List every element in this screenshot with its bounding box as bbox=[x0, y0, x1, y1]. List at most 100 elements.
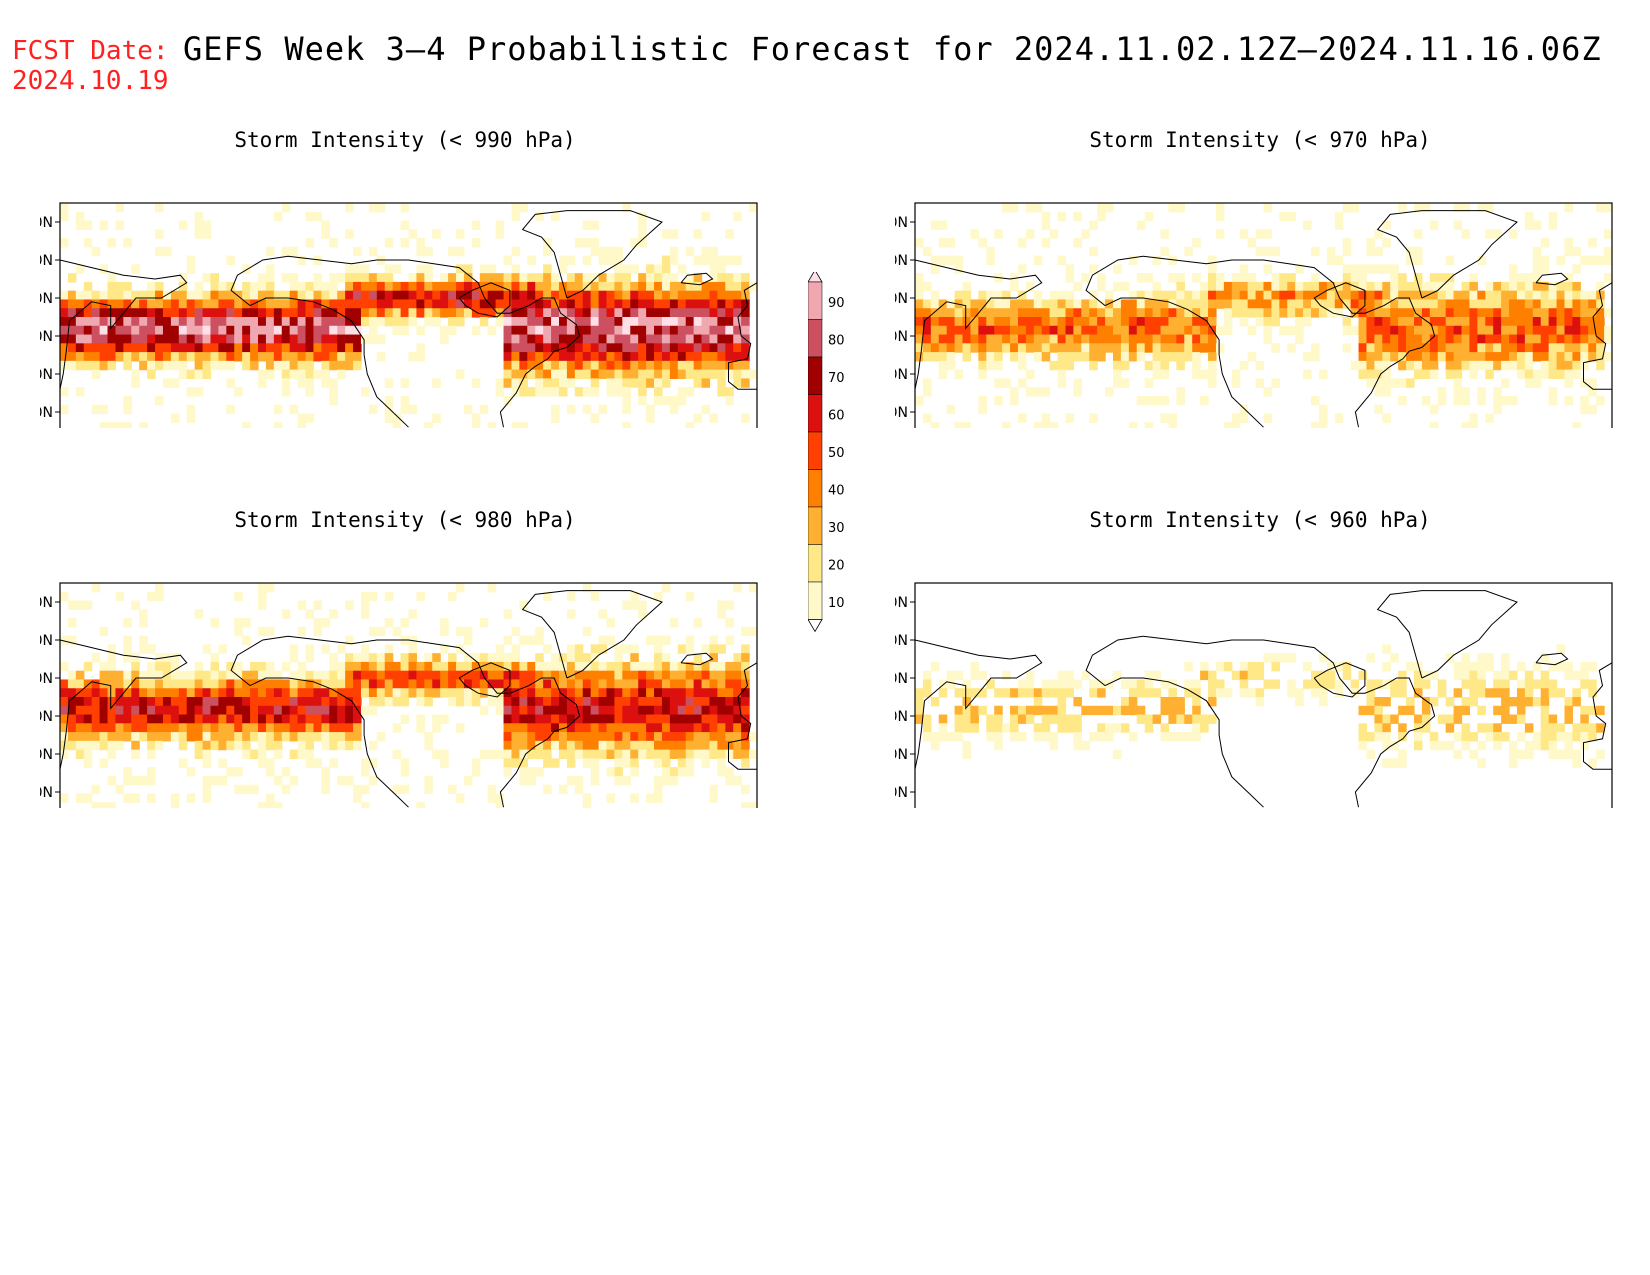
map-960hpa: 80N70N60N50N40N30N140E160E180160W140W120… bbox=[895, 582, 1613, 808]
probability-field bbox=[915, 644, 1605, 768]
coastline bbox=[914, 259, 1043, 390]
probability-field bbox=[60, 583, 758, 808]
coastline bbox=[1085, 255, 1436, 428]
map-980hpa: 80N70N60N50N40N30N140E160E180160W140W120… bbox=[40, 582, 758, 808]
colorbar-swatch bbox=[807, 506, 823, 545]
map-frame bbox=[914, 582, 1613, 808]
main-title: GEFS Week 3–4 Probabilistic Forecast for… bbox=[183, 30, 1602, 68]
lat-tick-label: 60N bbox=[40, 671, 53, 687]
colorbar-label: 20 bbox=[828, 559, 845, 574]
panel-970hpa: Storm Intensity (< 970 hPa) 80N 70N 60N 50N… bbox=[895, 128, 1625, 428]
lat-tick-label: 80N bbox=[40, 215, 53, 231]
lat-tick-label: 30N bbox=[40, 405, 53, 421]
lat-tick-label: 60N bbox=[895, 671, 908, 687]
colorbar-cap-top bbox=[807, 269, 823, 283]
colorbar-label: 10 bbox=[828, 596, 845, 611]
coastline bbox=[1104, 297, 1264, 428]
coastline bbox=[230, 635, 581, 808]
lat-tick-label: 40N bbox=[40, 747, 53, 763]
coastline bbox=[1376, 590, 1518, 679]
coastline bbox=[680, 652, 714, 666]
map-frame bbox=[59, 582, 758, 808]
lat-tick-label: 50N bbox=[40, 709, 53, 725]
probability-field bbox=[915, 203, 1613, 428]
coastline bbox=[458, 282, 511, 318]
lat-tick-label: 50N bbox=[40, 329, 53, 345]
colorbar-label: 90 bbox=[828, 296, 845, 311]
map-frame bbox=[59, 202, 758, 428]
coastline bbox=[1104, 677, 1264, 808]
lat-tick-label: 40N bbox=[895, 747, 908, 763]
colorbar-cap-bottom bbox=[807, 619, 823, 633]
colorbar-swatch bbox=[807, 431, 823, 470]
colorbar-swatch bbox=[807, 281, 823, 320]
coastline bbox=[249, 677, 409, 808]
lat-tick-label: 70N bbox=[895, 253, 908, 269]
forecast-date-label: FCST Date: 2024.10.19 bbox=[12, 36, 169, 96]
colorbar-svg: 90 80 70 60 50 40 30 20 10 bbox=[807, 269, 845, 633]
lat-tick-label: 80N bbox=[895, 215, 908, 231]
coastlines bbox=[914, 210, 1613, 428]
coastlines bbox=[59, 590, 758, 808]
lat-tick-label: 50N bbox=[895, 709, 908, 725]
coastline bbox=[680, 272, 714, 286]
panel-title: Storm Intensity (< 990 hPa) bbox=[234, 128, 576, 152]
lat-tick-label: 30N bbox=[895, 785, 908, 801]
panel-990hpa: Storm Intensity (< 990 hPa) 80N 70N 60N 50N… bbox=[40, 128, 770, 428]
colorbar: 90 80 70 60 50 40 30 20 10 bbox=[807, 269, 868, 682]
colorbar-swatch bbox=[807, 469, 823, 508]
map-frame bbox=[914, 202, 1613, 428]
coastline bbox=[1085, 635, 1436, 808]
coastline bbox=[1376, 210, 1518, 299]
lat-tick-label: 80N bbox=[895, 595, 908, 611]
fcst-date-caption: FCST Date: bbox=[12, 36, 169, 66]
lat-tick-label: 70N bbox=[40, 253, 53, 269]
lat-tick-label: 40N bbox=[895, 367, 908, 383]
lat-tick-label: 40N bbox=[40, 367, 53, 383]
colorbar-label: 50 bbox=[828, 446, 845, 461]
coastline bbox=[59, 639, 188, 770]
panel-title: Storm Intensity (< 970 hPa) bbox=[1089, 128, 1431, 152]
coastlines bbox=[914, 590, 1613, 808]
lat-tick-label: 30N bbox=[895, 405, 908, 421]
colorbar-swatch bbox=[807, 544, 823, 583]
coastline bbox=[59, 259, 188, 390]
panel-title: Storm Intensity (< 980 hPa) bbox=[234, 508, 576, 532]
colorbar-label: 30 bbox=[828, 521, 845, 536]
coastline bbox=[728, 282, 758, 390]
panel-960hpa: Storm Intensity (< 960 hPa) 80N 70N 60N 50N… bbox=[895, 508, 1625, 808]
lat-tick-label: 70N bbox=[40, 633, 53, 649]
lat-tick-label: 70N bbox=[895, 633, 908, 649]
lat-tick-label: 60N bbox=[40, 291, 53, 307]
map-970hpa: 80N70N60N50N40N30N140E160E180160W140W120… bbox=[895, 202, 1613, 428]
panel-title: Storm Intensity (< 960 hPa) bbox=[1089, 508, 1431, 532]
lat-tick-label: 80N bbox=[40, 595, 53, 611]
coastline bbox=[1535, 652, 1569, 666]
coastline bbox=[521, 210, 663, 299]
coastline bbox=[249, 297, 409, 428]
coastline bbox=[1313, 662, 1366, 698]
colorbar-label: 60 bbox=[828, 409, 845, 424]
map-990hpa: 80N70N60N50N40N30N140E160E180160W140W120… bbox=[40, 202, 758, 428]
colorbar-swatch bbox=[807, 394, 823, 433]
coastline bbox=[1583, 662, 1613, 770]
coastlines bbox=[59, 210, 758, 428]
coastline bbox=[1535, 272, 1569, 286]
coastline bbox=[230, 255, 581, 428]
lat-tick-label: 50N bbox=[895, 329, 908, 345]
coastline bbox=[728, 662, 758, 770]
probability-field bbox=[60, 203, 758, 428]
fcst-date-value: 2024.10.19 bbox=[12, 66, 169, 96]
colorbar-label: 40 bbox=[828, 484, 845, 499]
colorbar-swatch bbox=[807, 319, 823, 358]
lat-tick-label: 30N bbox=[40, 785, 53, 801]
colorbar-label: 70 bbox=[828, 371, 845, 386]
colorbar-swatch bbox=[807, 581, 823, 620]
coastline bbox=[1313, 282, 1366, 318]
colorbar-label: 80 bbox=[828, 334, 845, 349]
coastline bbox=[1583, 282, 1613, 390]
colorbar-swatch bbox=[807, 356, 823, 395]
coastline bbox=[458, 662, 511, 698]
coastline bbox=[521, 590, 663, 679]
panel-980hpa: Storm Intensity (< 980 hPa) 80N 70N 60N 50N… bbox=[40, 508, 770, 808]
